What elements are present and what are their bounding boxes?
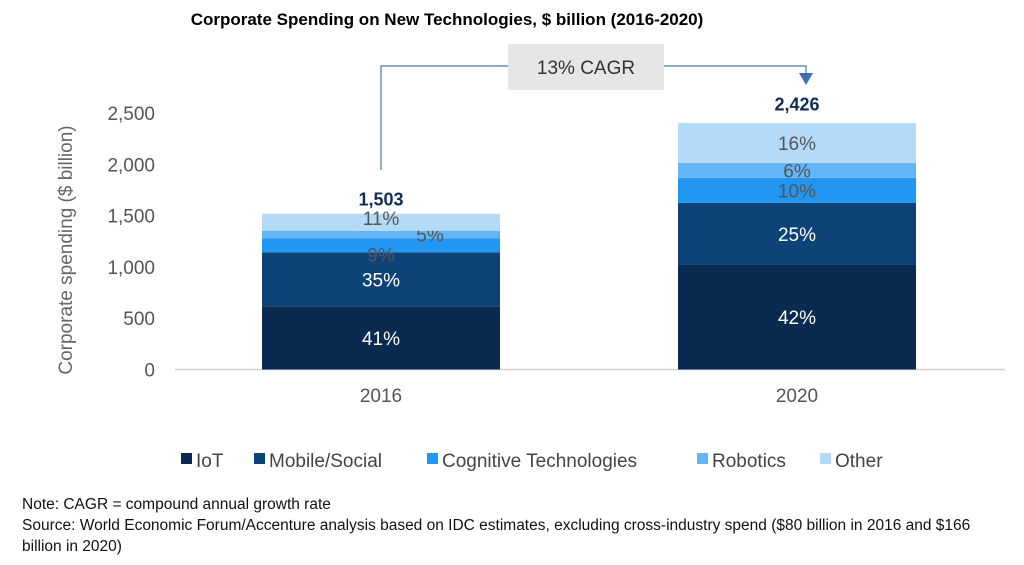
legend-swatch (181, 453, 192, 464)
y-tick-label: 2,500 (107, 104, 155, 125)
bar-segment (678, 202, 916, 265)
chart-title: Corporate Spending on New Technologies, … (191, 10, 704, 29)
bar-total-label: 2,426 (774, 95, 819, 115)
segment-percent-label: 16% (778, 134, 816, 155)
bar-segment (678, 264, 916, 370)
x-category-label: 2020 (776, 386, 818, 407)
segment-percent-label: 5% (416, 226, 444, 247)
legend-label: Robotics (712, 451, 786, 472)
source-text: Source: World Economic Forum/Accenture a… (22, 517, 971, 555)
bar-segment (678, 123, 916, 163)
legend-label: Mobile/Social (269, 451, 382, 472)
legend-swatch (254, 453, 265, 464)
legend-swatch (427, 453, 438, 464)
segment-percent-label: 6% (783, 161, 811, 182)
bar-segment (262, 252, 500, 307)
y-axis-label: Corporate spending ($ billion) (56, 125, 77, 374)
bars: 41% 35% 9% 5% 11%1,503 2016 42% 25% 10%6% 16% 2,42… (262, 95, 916, 407)
segment-percent-label: 41% (362, 329, 400, 350)
segment-percent-label: 9% (367, 245, 395, 266)
cagr-connector-right (664, 65, 807, 74)
bar-total-label: 1,503 (358, 189, 403, 209)
legend-label: IoT (196, 451, 224, 472)
chart-notes: Note: CAGR = compound annual growth rate… (22, 494, 1012, 557)
stacked-bar-chart: Corporate Spending on New Technologies, … (56, 10, 1005, 472)
bar-segment (262, 230, 500, 239)
segment-percent-label: 42% (778, 308, 816, 329)
cagr-annotation: 13% CAGR (380, 44, 813, 170)
cagr-connector-left (380, 65, 508, 170)
cagr-box (508, 44, 664, 90)
bar-segment (262, 306, 500, 370)
y-tick-label: 0 (144, 361, 155, 382)
bar-segment (262, 213, 500, 231)
segment-percent-label: 10% (778, 181, 816, 202)
legend: IoT Mobile/Social Cognitive Technologies Ro… (181, 451, 883, 472)
legend-label: Other (835, 451, 883, 472)
cagr-label: 13% CAGR (537, 58, 635, 79)
bar-segment (678, 177, 916, 203)
segment-percent-label: 25% (778, 225, 816, 246)
y-axis-ticks: 0 500 1,000 1,500 2,000 2,500 (107, 104, 155, 382)
y-tick-label: 500 (123, 309, 155, 330)
legend-swatch (697, 453, 708, 464)
y-tick-label: 1,000 (107, 258, 155, 279)
bar-segment (262, 238, 500, 253)
legend-swatch (820, 453, 831, 464)
bar-segment (678, 162, 916, 178)
segment-percent-label: 11% (363, 209, 400, 230)
x-category-label: 2016 (360, 386, 402, 407)
y-tick-label: 1,500 (107, 207, 155, 228)
y-tick-label: 2,000 (107, 155, 155, 176)
note-text: Note: CAGR = compound annual growth rate (22, 496, 331, 513)
legend-label: Cognitive Technologies (442, 451, 637, 472)
segment-percent-label: 35% (362, 270, 400, 291)
cagr-arrowhead (799, 73, 813, 85)
